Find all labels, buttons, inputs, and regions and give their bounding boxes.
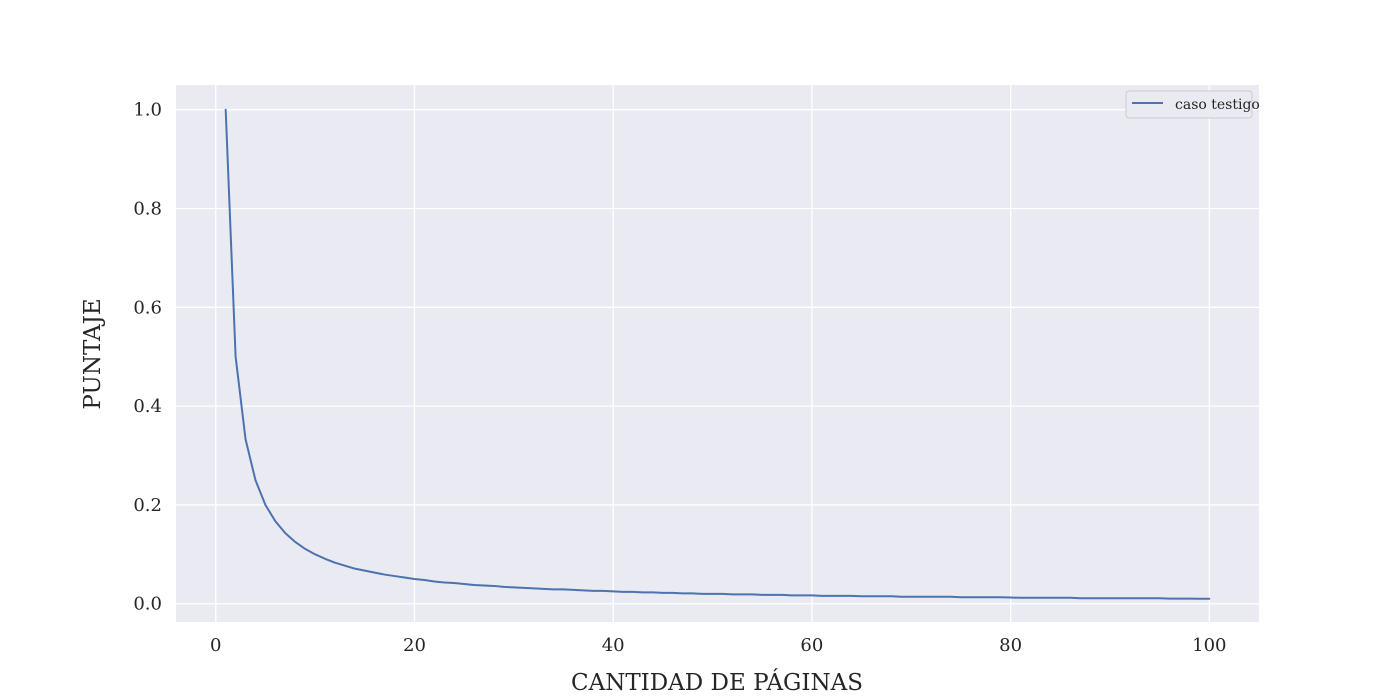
y-tick-label: 0.0 <box>133 594 162 615</box>
x-tick-label: 100 <box>1192 635 1226 656</box>
y-tick-label: 0.4 <box>133 396 162 417</box>
legend-box <box>1125 90 1253 119</box>
y-tick-label: 1.0 <box>133 100 162 121</box>
y-tick-label: 0.6 <box>133 297 162 318</box>
grid <box>176 85 1259 622</box>
x-tick-label: 20 <box>403 635 426 656</box>
x-tick-label: 60 <box>800 635 823 656</box>
legend: caso testigo <box>1125 90 1260 119</box>
tick-labels: 0 20 40 60 80 100 0.0 0.2 0.4 0.6 0.8 1.0 <box>133 100 1226 656</box>
y-tick-label: 0.2 <box>133 495 162 516</box>
legend-label: caso testigo <box>1175 97 1260 113</box>
x-axis-label: CANTIDAD DE PÁGINAS <box>571 669 863 696</box>
y-axis-label: PUNTAJE <box>80 298 106 409</box>
x-tick-label: 40 <box>602 635 625 656</box>
plot-area <box>176 85 1259 622</box>
y-tick-label: 0.8 <box>133 199 162 220</box>
x-tick-label: 0 <box>210 635 221 656</box>
x-tick-label: 80 <box>999 635 1022 656</box>
series-line-0 <box>224 108 1211 600</box>
series-lines <box>224 108 1211 600</box>
